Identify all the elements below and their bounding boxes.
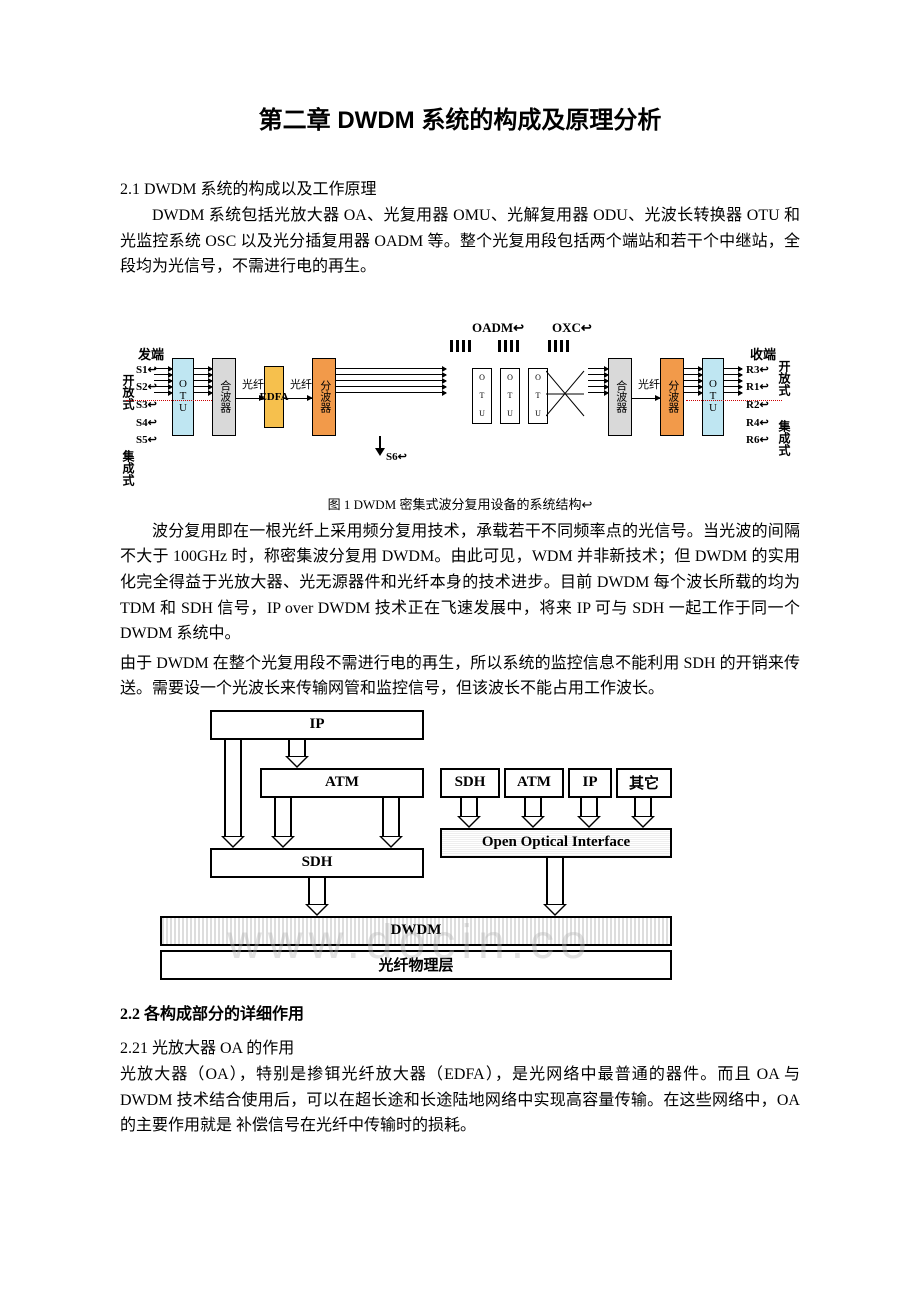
fig1-fiber2: 光纤 <box>290 376 312 392</box>
fig1-mux-right: 合波器 <box>608 358 632 436</box>
fig2-arrow-atm-right <box>380 796 402 848</box>
fig1-s6-arrow <box>370 436 390 456</box>
fig2-arrow-ip-mid <box>286 738 308 768</box>
fig2-arrow-sdh-r <box>458 796 480 828</box>
fig1-oxc-label: OXC↩ <box>552 320 592 336</box>
fig1-edfa: EDFA <box>264 366 284 428</box>
fig1-demux2: 分波器 <box>660 358 684 436</box>
fig1-jicheng-right: 集成式 <box>776 420 793 456</box>
fig1-rx-label: 收端 <box>750 344 776 363</box>
page: 第二章 DWDM 系统的构成及原理分析 2.1 DWDM 系统的构成以及工作原理… <box>0 0 920 1203</box>
figure-1: OADM↩ OXC↩ 发端 S1↩ S2↩ S3↩ S4↩ S5↩ 开放式 集成… <box>120 300 800 513</box>
para-after-fig1-p2: 由于 DWDM 在整个光复用段不需进行电的再生，所以系统的监控信息不能利用 SD… <box>120 651 800 702</box>
fig1-dash-left <box>126 400 212 401</box>
fig2-arrow-sdh-down <box>306 876 328 916</box>
fig1-fiber1: 光纤 <box>242 376 264 392</box>
sec22-heading: 2.2 各构成部分的详细作用 <box>120 1000 800 1024</box>
fig1-tx-arrows <box>154 368 172 398</box>
figure-2: IP ATM SDH SDH ATM IP 其它 Open Optical In… <box>120 710 800 990</box>
fig1-otu-left: O T U <box>172 358 194 436</box>
fig1-r2: R2↩ <box>746 397 769 415</box>
fig1-fiber3: 光纤 <box>638 376 660 392</box>
fig1-r6: R6↩ <box>746 432 769 450</box>
fig2-arrow-ip-left <box>222 738 244 848</box>
fig2-arrow-atm-r <box>522 796 544 828</box>
chapter-title: 第二章 DWDM 系统的构成及原理分析 <box>120 100 800 135</box>
sec21-p1: DWDM 系统包括光放大器 OA、光复用器 OMU、光解复用器 ODU、光波长转… <box>120 203 800 280</box>
fig1-inner-otu1: O T U <box>472 368 492 424</box>
sec221-heading: 2.21 光放大器 OA 的作用 <box>120 1034 800 1058</box>
sec22-p1: 光放大器（OA），特别是掺铒光纤放大器（EDFA），是光网络中最普通的器件。而且… <box>120 1062 800 1139</box>
fig2-sdh-right: SDH <box>440 768 500 798</box>
fig1-rx-arrows <box>724 368 742 398</box>
sec21-heading: 2.1 DWDM 系统的构成以及工作原理 <box>120 175 800 199</box>
fig2-ip-top: IP <box>210 710 424 740</box>
fig1-rx-signals: R3↩ R1↩ R2↩ R4↩ R6↩ <box>746 362 769 450</box>
fig1-r1: R1↩ <box>746 379 769 397</box>
fig1-otu-mux-arrows <box>194 368 212 398</box>
fig1-r4: R4↩ <box>746 415 769 433</box>
fig1-mux-left: 合波器 <box>212 358 236 436</box>
fig1-jicheng-left: 集成式 <box>120 450 137 486</box>
para-after-fig1-p1: 波分复用即在一根光纤上采用频分复用技术，承载若干不同频率点的光信号。当光波的间隔… <box>120 519 800 647</box>
fig1-kaifang-left: 开放式 <box>120 374 137 410</box>
fig2-arrow-ip-r <box>578 796 600 828</box>
fig2-arrow-other-r <box>632 796 654 828</box>
fig1-oadm-label: OADM↩ <box>472 320 524 336</box>
fig1-caption: 图 1 DWDM 密集式波分复用设备的系统结构↩ <box>120 494 800 513</box>
fig1-inner-otu2: O T U <box>500 368 520 424</box>
fig1-oxc-mux-arrows <box>588 368 608 398</box>
fig2-diagram: IP ATM SDH SDH ATM IP 其它 Open Optical In… <box>130 710 690 990</box>
fig1-arrow2 <box>284 398 312 399</box>
fig1-kaifang-right: 开放式 <box>776 360 793 396</box>
fig2-ip-right: IP <box>568 768 612 798</box>
fig1-diagram: OADM↩ OXC↩ 发端 S1↩ S2↩ S3↩ S4↩ S5↩ 开放式 集成… <box>120 300 800 490</box>
fig1-inner-otu3: O T U <box>528 368 548 424</box>
fig1-demux1: 分波器 <box>312 358 336 436</box>
fig1-r3: R3↩ <box>746 362 769 380</box>
fig1-otu-right: O T U <box>702 358 724 436</box>
fig2-phy: 光纤物理层 <box>160 950 672 980</box>
fig2-arrow-ooi-down <box>544 856 566 916</box>
fig1-cross-lines <box>546 366 586 426</box>
fig2-other: 其它 <box>616 768 672 798</box>
fig2-sdh-left: SDH <box>210 848 424 878</box>
fig1-oadm-oxc-group: O T U O T U O T U <box>450 340 590 450</box>
fig1-arrow3 <box>632 398 660 399</box>
fig1-demux-oadm-arrows <box>336 368 446 398</box>
fig1-s4: S4↩ <box>136 415 157 433</box>
fig2-atm-right: ATM <box>504 768 564 798</box>
fig2-dwdm: DWDM <box>160 916 672 946</box>
fig2-arrow-atm-left <box>272 796 294 848</box>
fig1-tx-label: 发端 <box>138 344 164 363</box>
fig1-s5: S5↩ <box>136 432 157 450</box>
fig1-demux-otu-arrows <box>684 368 702 398</box>
fig2-ooi: Open Optical Interface <box>440 828 672 858</box>
fig2-atm-left: ATM <box>260 768 424 798</box>
